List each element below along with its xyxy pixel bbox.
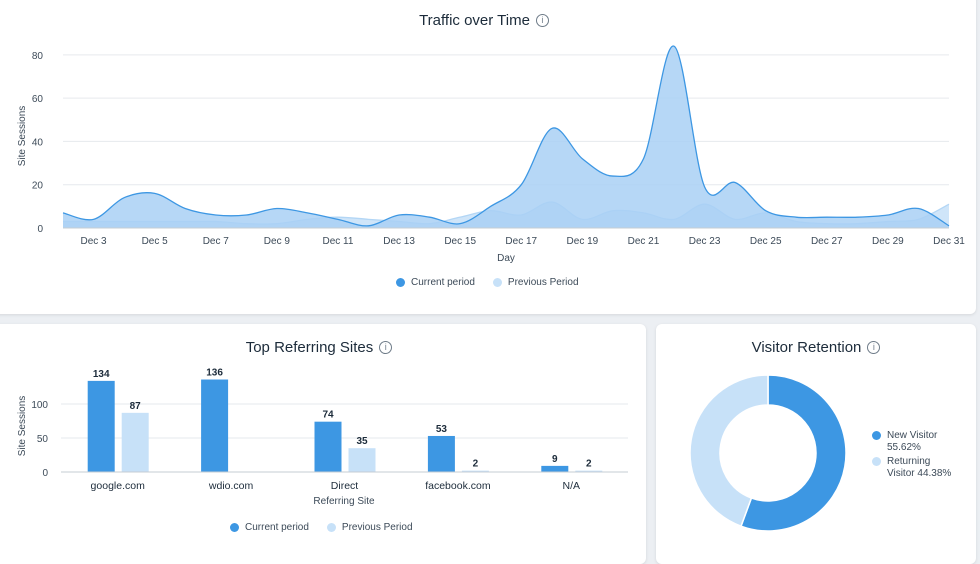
bar-current [87,380,115,472]
bar-value-label: 53 [436,424,448,435]
y-tick-label: 20 [32,181,44,192]
y-tick-label: 40 [32,137,44,148]
legend-dot-current [230,523,239,532]
legend-item-current[interactable]: Current period [230,522,309,533]
bar-previous [461,470,489,472]
info-icon[interactable]: i [867,341,881,354]
legend-dot-new-visitor [872,431,881,440]
referring-card: Top Referring Sites i 0 50 100 Site Sessions… [0,324,646,564]
retention-legend: New Visitor 55.62% Returning Visitor 44.3… [872,430,953,482]
x-tick-label: google.com [91,480,146,492]
x-tick-label: Dec 19 [567,236,599,247]
current-series-line [62,45,950,227]
traffic-title: Traffic over Time i [0,12,976,29]
bar-previous [348,448,376,472]
x-tick-label: Dec 31 [933,236,965,247]
traffic-card: Traffic over Time i 0 20 40 60 80 Dec 3 Dec 5 De… [0,0,976,314]
legend-item-previous[interactable]: Previous Period [492,277,579,288]
bar-value-label: 74 [322,410,334,421]
x-axis-label: Day [497,253,515,264]
referring-legend: Current period Previous Period [230,522,413,533]
retention-donut-chart [689,374,847,532]
bar-current [427,435,455,472]
x-tick-label: Dec 13 [383,236,415,247]
x-tick-label: Dec 9 [264,236,291,247]
x-tick-label: Dec 27 [811,236,843,247]
x-tick-label: Dec 11 [322,236,353,247]
y-tick-label: 0 [37,224,43,235]
info-icon[interactable]: i [535,14,549,27]
current-series-area [63,45,949,228]
donut-slice-new-visitor [740,374,847,532]
y-tick-label: 80 [32,51,44,62]
donut-slice-returning-visitor [689,374,769,528]
bar-value-label: 2 [473,459,479,470]
bar-previous [121,412,149,472]
bar-value-label: 9 [552,454,558,465]
bar-previous [575,470,603,472]
y-axis-label: Site Sessions [17,396,28,457]
legend-item-returning-visitor[interactable]: Returning Visitor 44.38% [872,456,953,480]
bar-current [541,465,569,472]
retention-title: Visitor Retention i [656,339,976,356]
traffic-legend: Current period Previous Period [396,277,579,288]
y-axis-label: Site Sessions [17,106,28,167]
x-tick-label: facebook.com [425,480,491,492]
bar-current [314,421,342,472]
x-tick-label: Dec 5 [142,236,169,247]
bar-value-label: 136 [206,368,223,379]
referring-title: Top Referring Sites i [0,339,646,356]
legend-dot-returning-visitor [872,457,881,466]
bar-value-label: 35 [356,436,368,447]
bar-value-label: 2 [586,459,592,470]
y-tick-label: 0 [42,468,48,479]
x-tick-label: Dec 23 [689,236,721,247]
legend-dot-previous [492,278,502,287]
x-tick-label: Dec 17 [505,236,537,247]
traffic-chart: 0 20 40 60 80 Dec 3 Dec 5 Dec 7 Dec 9 Dec 11 Dec 1… [17,45,965,264]
x-tick-label: Dec 25 [750,236,782,247]
y-tick-label: 100 [31,400,48,411]
x-tick-label: N/A [563,480,581,492]
x-axis-label: Referring Site [313,496,375,507]
x-tick-label: Direct [331,480,359,492]
x-tick-label: wdio.com [208,480,254,492]
bar-value-label: 87 [130,401,142,412]
legend-item-previous[interactable]: Previous Period [326,522,413,533]
legend-dot-current [396,278,405,287]
x-tick-label: Dec 15 [444,236,476,247]
x-tick-label: Dec 21 [628,236,660,247]
y-tick-label: 50 [37,434,49,445]
bar-value-label: 134 [93,369,110,380]
y-tick-label: 60 [32,94,44,105]
x-tick-label: Dec 3 [80,236,107,247]
legend-item-new-visitor[interactable]: New Visitor 55.62% [872,430,953,454]
legend-item-current[interactable]: Current period [396,277,475,288]
legend-dot-previous [326,523,336,532]
retention-card: Visitor Retention i New Visitor 55.62% Ret… [656,324,976,564]
x-tick-label: Dec 7 [203,236,230,247]
x-tick-label: Dec 29 [872,236,904,247]
bar-current [201,379,229,472]
info-icon[interactable]: i [379,341,393,354]
